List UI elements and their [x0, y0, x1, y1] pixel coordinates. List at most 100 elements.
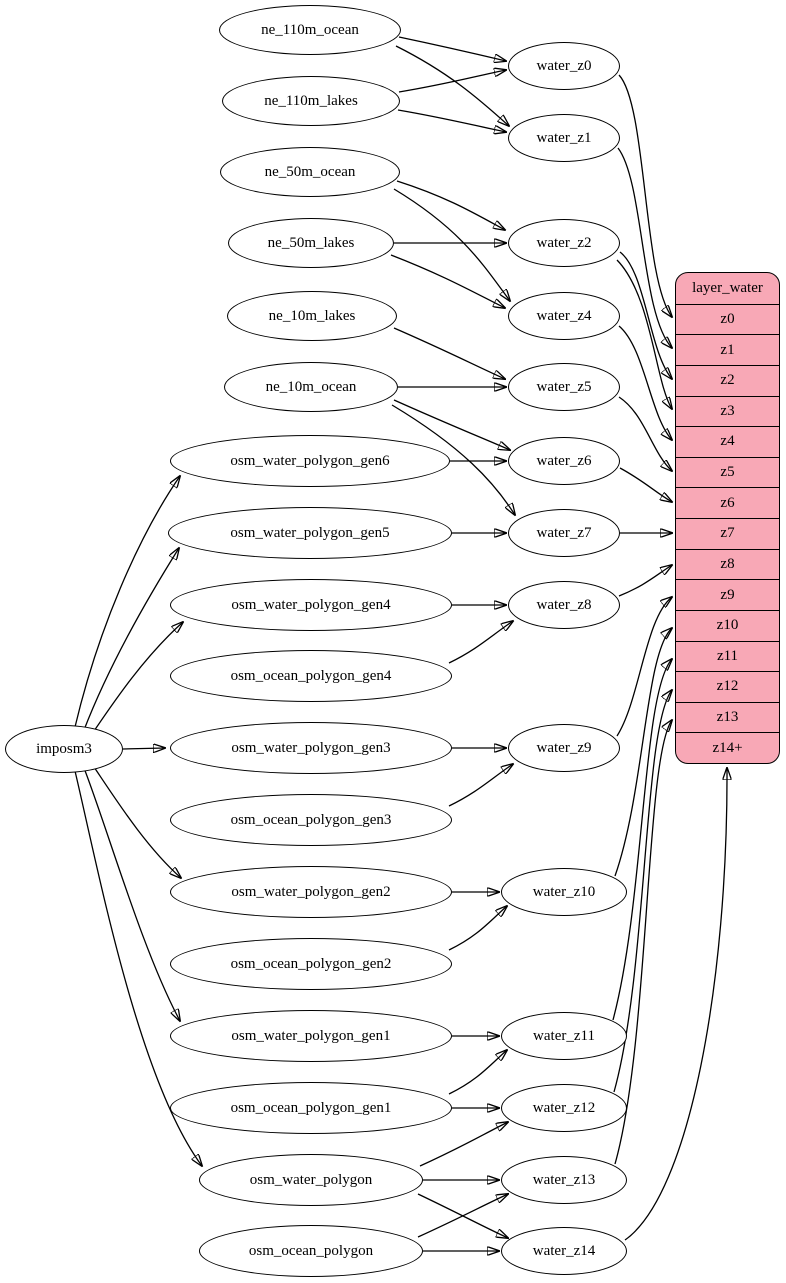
layer-water-table: layer_water z0 z1 z2 z3 z4 z5 z6 z7 z8 z…	[675, 272, 780, 764]
node-water-z13: water_z13	[501, 1156, 627, 1204]
node-ne-10m-lakes: ne_10m_lakes	[227, 291, 397, 341]
node-label: water_z11	[533, 1027, 595, 1044]
edge-ne-50m-lakes-water-z4	[390, 254, 505, 308]
edge-imposm3-gen5	[83, 548, 179, 731]
node-water-z10: water_z10	[501, 868, 627, 916]
node-osm-ocean-polygon-gen4: osm_ocean_polygon_gen4	[170, 650, 452, 702]
node-osm-ocean-polygon-gen1: osm_ocean_polygon_gen1	[170, 1082, 452, 1134]
edge-ne-110m-ocean-water-z1	[395, 45, 509, 126]
node-label: osm_ocean_polygon_gen3	[230, 811, 392, 828]
edge-water-z2-row-z3	[616, 259, 672, 409]
node-water-z8: water_z8	[508, 581, 620, 629]
node-ne-50m-lakes: ne_50m_lakes	[228, 218, 394, 268]
node-water-z14: water_z14	[501, 1227, 627, 1275]
node-label: water_z7	[536, 524, 592, 541]
node-label: water_z10	[532, 883, 596, 900]
node-label: water_z8	[536, 596, 592, 613]
node-ne-110m-ocean: ne_110m_ocean	[219, 5, 401, 55]
table-row-z5: z5	[676, 456, 779, 488]
node-label: water_z13	[532, 1171, 596, 1188]
edge-osm-water-polygon-water-z14	[417, 1193, 508, 1238]
edge-imposm3-osm-water-polygon	[74, 770, 202, 1166]
table-row-z6: z6	[676, 487, 779, 518]
node-osm-water-polygon-gen6: osm_water_polygon_gen6	[170, 435, 450, 487]
node-label: water_z0	[536, 57, 592, 74]
node-label: osm_water_polygon	[249, 1171, 373, 1188]
node-osm-water-polygon-gen4: osm_water_polygon_gen4	[170, 579, 452, 631]
node-osm-ocean-polygon-gen2: osm_ocean_polygon_gen2	[170, 938, 452, 990]
node-label: osm_ocean_polygon_gen1	[230, 1099, 392, 1116]
node-label: ne_50m_lakes	[267, 234, 355, 251]
node-label: osm_ocean_polygon_gen2	[230, 955, 392, 972]
node-water-z4: water_z4	[508, 292, 620, 340]
node-osm-water-polygon-gen2: osm_water_polygon_gen2	[170, 866, 452, 918]
node-label: ne_110m_ocean	[261, 21, 359, 38]
node-imposm3: imposm3	[5, 725, 123, 773]
node-label: ne_10m_lakes	[268, 307, 356, 324]
node-label: imposm3	[36, 740, 92, 757]
node-water-z0: water_z0	[508, 42, 620, 90]
node-label: osm_water_polygon_gen4	[231, 596, 391, 613]
node-label: water_z6	[536, 452, 592, 469]
node-osm-ocean-polygon: osm_ocean_polygon	[199, 1225, 423, 1277]
edge-water-z4-row-z4	[618, 325, 672, 440]
edge-ne-10m-ocean-water-z7	[391, 404, 515, 515]
node-water-z2: water_z2	[508, 219, 620, 267]
node-label: ne_50m_ocean	[264, 163, 356, 180]
edge-imposm3-gen3	[122, 748, 165, 749]
node-label: osm_water_polygon_gen3	[231, 739, 391, 756]
node-ne-110m-lakes: ne_110m_lakes	[222, 76, 400, 126]
edge-ocean-gen3-water-z9	[448, 764, 513, 807]
edge-water-z13-row-z13	[614, 720, 672, 1165]
node-label: water_z2	[536, 234, 592, 251]
table-row-z14plus: z14+	[676, 732, 779, 763]
node-osm-ocean-polygon-gen3: osm_ocean_polygon_gen3	[170, 794, 452, 846]
node-label: osm_ocean_polygon	[248, 1242, 374, 1259]
edge-ocean-gen2-water-z10	[448, 906, 507, 951]
node-label: water_z14	[532, 1242, 596, 1259]
table-row-z13: z13	[676, 701, 779, 733]
node-water-z7: water_z7	[508, 509, 620, 557]
edge-ne-10m-lakes-water-z5	[393, 327, 505, 379]
table-row-z2: z2	[676, 364, 779, 396]
edge-ocean-gen1-water-z11	[448, 1050, 507, 1095]
edge-water-z11-row-z11	[612, 659, 672, 1021]
table-row-z1: z1	[676, 334, 779, 365]
table-row-z10: z10	[676, 609, 779, 641]
node-water-z5: water_z5	[508, 363, 620, 411]
node-osm-water-polygon: osm_water_polygon	[199, 1154, 423, 1206]
node-label: osm_water_polygon_gen2	[231, 883, 391, 900]
edge-water-z9-row-z9	[616, 597, 672, 737]
table-row-z4: z4	[676, 426, 779, 457]
table-row-z7: z7	[676, 518, 779, 549]
table-row-z12: z12	[676, 671, 779, 702]
table-header: layer_water	[692, 279, 763, 296]
node-label: water_z9	[536, 739, 592, 756]
node-label: water_z4	[536, 307, 592, 324]
node-label: water_z12	[532, 1099, 596, 1116]
node-water-z6: water_z6	[508, 437, 620, 485]
edge-water-z0-row-z0	[618, 74, 672, 317]
node-osm-water-polygon-gen1: osm_water_polygon_gen1	[170, 1010, 452, 1062]
edge-imposm3-gen6	[74, 476, 180, 728]
node-label: ne_110m_lakes	[264, 92, 358, 109]
edge-ne-50m-ocean-water-z4	[393, 188, 510, 301]
table-row-z0: z0	[676, 303, 779, 335]
edge-ne-10m-ocean-water-z6	[393, 399, 510, 450]
table-row-z9: z9	[676, 579, 779, 610]
node-label: osm_water_polygon_gen6	[230, 452, 390, 469]
edge-ne-110m-lakes-water-z0	[398, 70, 506, 93]
node-ne-50m-ocean: ne_50m_ocean	[220, 147, 400, 197]
node-ne-10m-ocean: ne_10m_ocean	[224, 362, 398, 412]
node-label: ne_10m_ocean	[265, 378, 357, 395]
node-water-z9: water_z9	[508, 724, 620, 772]
node-label: osm_ocean_polygon_gen4	[230, 667, 392, 684]
edge-imposm3-gen2	[91, 763, 181, 878]
edge-water-z14-row-z14plus	[624, 768, 727, 1241]
node-water-z1: water_z1	[508, 114, 620, 162]
node-label: water_z1	[536, 129, 592, 146]
edge-water-z10-row-z10	[614, 628, 672, 877]
table-row-z11: z11	[676, 640, 779, 672]
edge-imposm3-gen4	[91, 622, 183, 735]
